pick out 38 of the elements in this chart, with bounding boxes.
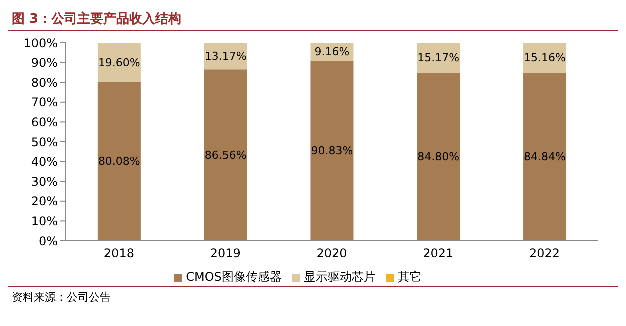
x-tick-label: 2020 xyxy=(316,246,348,261)
data-label: 19.60% xyxy=(98,56,140,70)
legend-label: 其它 xyxy=(398,270,422,284)
text: 资料来源：公司公告 xyxy=(8,286,618,308)
bar xyxy=(98,44,141,82)
data-label: 86.56% xyxy=(204,148,247,162)
x-tick-label: 2018 xyxy=(104,246,134,261)
legend-label: 显示驱动芯片 xyxy=(304,270,376,284)
x-tick-label: 2022 xyxy=(530,246,560,261)
data-label: 9.16% xyxy=(314,46,350,59)
data-label: 15.16% xyxy=(524,52,566,65)
legend-label: CMOS图像传感器 xyxy=(186,270,282,284)
y-tick-label: 30% xyxy=(31,174,58,189)
y-tick-label: 10% xyxy=(31,214,58,228)
data-label: 13.17% xyxy=(204,50,247,64)
y-tick-label: 80% xyxy=(31,76,58,90)
bar xyxy=(524,73,567,241)
y-tick-label: 70% xyxy=(31,96,58,110)
y-tick-label: 100% xyxy=(24,36,58,50)
y-tick-label: 90% xyxy=(31,56,58,70)
y-tick-label: 0% xyxy=(38,234,58,248)
data-label: 80.08% xyxy=(98,155,140,168)
y-tick-label: 20% xyxy=(31,194,58,209)
chart-title: 图 3：公司主要产品收入结构 xyxy=(8,8,618,31)
bar xyxy=(417,43,460,74)
bar xyxy=(98,82,141,241)
bar xyxy=(310,61,354,241)
bar xyxy=(204,70,248,241)
data-label: 84.84% xyxy=(524,150,566,164)
data-label: 84.80% xyxy=(418,150,460,164)
data-label: 15.17% xyxy=(418,52,460,65)
y-tick-label: 40% xyxy=(31,155,58,170)
x-tick-label: 2019 xyxy=(210,246,241,261)
y-tick-label: 50% xyxy=(31,135,58,150)
data-label: 90.83% xyxy=(311,144,354,158)
y-tick-label: 60% xyxy=(31,115,58,130)
bar xyxy=(417,73,460,241)
x-tick-label: 2021 xyxy=(423,246,454,261)
